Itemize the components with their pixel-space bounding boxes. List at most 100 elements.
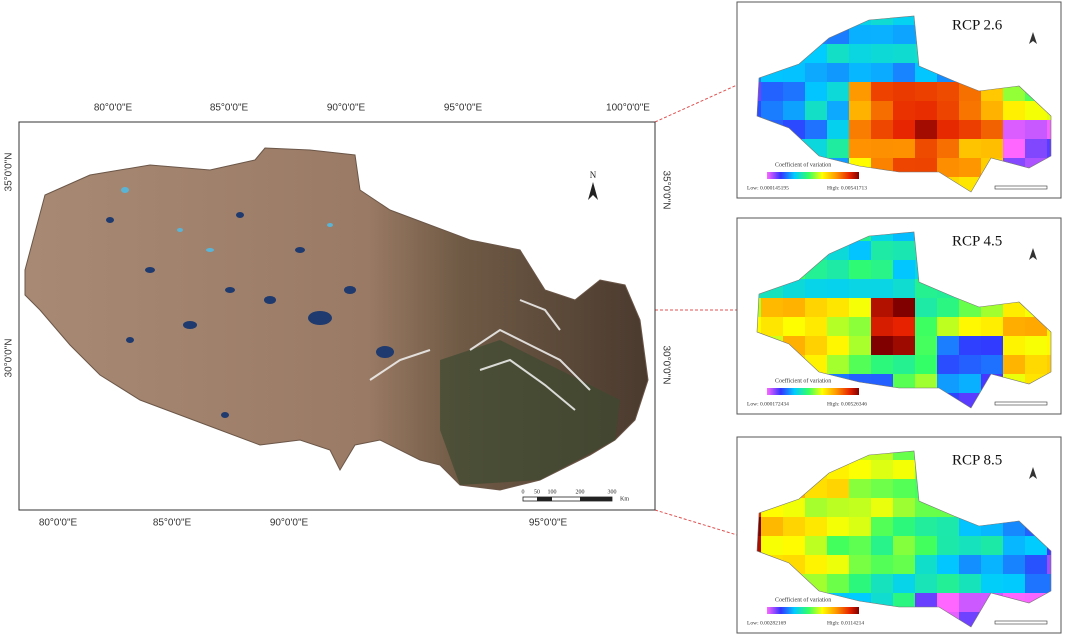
cv-cell xyxy=(1047,120,1051,140)
cv-cell xyxy=(937,101,960,121)
cv-cell xyxy=(871,260,894,280)
cv-cell xyxy=(761,536,784,556)
cv-cell xyxy=(827,498,850,518)
cv-cell xyxy=(893,555,916,575)
lon-label-bottom: 95°0'0"E xyxy=(529,518,568,529)
cv-cell xyxy=(805,101,828,121)
cv-cell xyxy=(937,536,960,556)
cv-cell xyxy=(805,63,828,83)
panel-title: RCP 8.5 xyxy=(952,452,1002,468)
cv-cell xyxy=(915,574,938,594)
cv-cell xyxy=(849,355,872,375)
cv-cell xyxy=(849,120,872,140)
cv-cell xyxy=(893,25,916,45)
cv-cell xyxy=(1003,574,1026,594)
cv-cell xyxy=(827,517,850,537)
cv-cell xyxy=(757,298,762,318)
cv-cell xyxy=(783,82,806,102)
cv-cell xyxy=(827,139,850,159)
scale-bar-seg xyxy=(537,497,552,501)
legend-ramp xyxy=(767,172,859,179)
cv-cell xyxy=(827,63,850,83)
cv-cell xyxy=(827,574,850,594)
lat-label-left: 30°0'0"N xyxy=(4,339,15,378)
forest-area xyxy=(440,340,620,485)
cv-cell xyxy=(915,139,938,159)
cv-cell xyxy=(893,279,916,299)
cv-cell xyxy=(783,517,806,537)
cv-cell xyxy=(871,25,894,45)
scale-tick: 200 xyxy=(576,489,585,495)
cv-cell xyxy=(761,82,784,102)
cv-cell xyxy=(959,158,982,178)
legend-high: High: 0.0114214 xyxy=(827,620,864,626)
cv-cell xyxy=(805,336,828,356)
panel-scale-bar xyxy=(994,401,1048,406)
cv-cell xyxy=(827,120,850,140)
cv-cell xyxy=(849,460,872,480)
cv-cell xyxy=(871,120,894,140)
scale-tick: 0 xyxy=(522,489,525,495)
cv-cell xyxy=(827,317,850,337)
cv-cell xyxy=(959,139,982,159)
cv-cell xyxy=(849,139,872,159)
cv-cell xyxy=(871,517,894,537)
cv-cell xyxy=(871,555,894,575)
cv-cell xyxy=(827,479,850,499)
cv-cell xyxy=(1003,101,1026,121)
cv-cell xyxy=(981,120,1004,140)
cv-cell xyxy=(849,82,872,102)
cv-cell xyxy=(1003,355,1026,375)
lon-label-top: 95°0'0"E xyxy=(444,103,483,114)
cv-cell xyxy=(893,336,916,356)
cv-cell xyxy=(937,374,960,394)
north-arrow xyxy=(1029,248,1037,260)
cv-cell xyxy=(871,317,894,337)
cv-cell xyxy=(959,555,982,575)
cv-cell xyxy=(1003,336,1026,356)
cv-cell xyxy=(915,555,938,575)
cv-cell xyxy=(959,101,982,121)
cv-cell xyxy=(893,139,916,159)
cv-cell xyxy=(871,451,894,461)
cv-cell xyxy=(783,101,806,121)
cv-cell xyxy=(757,536,762,556)
cv-cell xyxy=(893,498,916,518)
cv-cell xyxy=(871,44,894,64)
cv-cell xyxy=(1047,139,1051,159)
cv-cell xyxy=(871,460,894,480)
cv-cell xyxy=(871,241,894,261)
cv-cell xyxy=(915,536,938,556)
cv-cell xyxy=(849,317,872,337)
cv-cell xyxy=(893,260,916,280)
cv-cell xyxy=(827,279,850,299)
cv-cell xyxy=(849,479,872,499)
scale-bar-seg xyxy=(580,497,612,501)
cv-cell xyxy=(937,298,960,318)
cv-cell xyxy=(871,139,894,159)
cv-cell xyxy=(893,44,916,64)
cv-cell xyxy=(893,451,916,461)
cv-cell xyxy=(757,517,762,537)
cv-cell xyxy=(871,479,894,499)
north-arrow xyxy=(1029,467,1037,479)
cv-cell xyxy=(871,101,894,121)
lon-label-top: 80°0'0"E xyxy=(94,103,133,114)
legend-low: Low: 0.000145195 xyxy=(747,185,789,191)
cv-cell xyxy=(849,279,872,299)
cv-cell xyxy=(849,44,872,64)
cv-cell xyxy=(981,355,1004,375)
cv-cell xyxy=(827,555,850,575)
legend-low: Low: 0.00282169 xyxy=(747,620,786,626)
cv-cell xyxy=(849,517,872,537)
cv-cell xyxy=(1003,536,1026,556)
cv-cell xyxy=(893,355,916,375)
scenario-panel: RCP 4.5 Coefficient of variation Low: 0.00… xyxy=(736,217,1062,415)
cv-cell xyxy=(783,536,806,556)
cv-cell xyxy=(805,536,828,556)
lon-label-bottom: 90°0'0"E xyxy=(270,518,309,529)
cv-cell xyxy=(1025,355,1048,375)
panel-title: RCP 2.6 xyxy=(952,17,1003,33)
cv-cell xyxy=(959,536,982,556)
cv-cell xyxy=(849,241,872,261)
